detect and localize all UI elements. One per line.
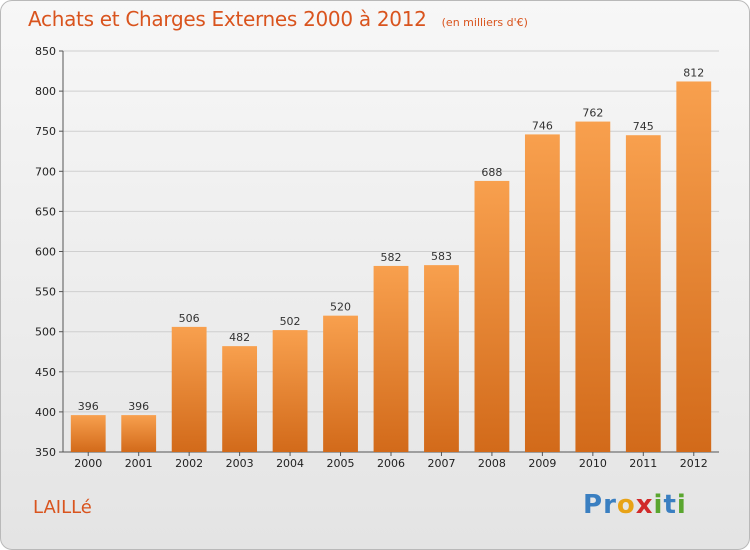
data-label-2010: 762	[582, 107, 603, 120]
x-tick-label-2003: 2003	[226, 457, 254, 470]
logo-letter: P	[583, 490, 604, 520]
y-tick-label: 350	[35, 446, 56, 459]
bar-2011	[625, 135, 661, 452]
logo-letter: t	[663, 490, 677, 520]
data-label-2011: 745	[633, 120, 654, 133]
x-tick-label-2004: 2004	[276, 457, 304, 470]
proxiti-logo: Proxiti	[583, 490, 687, 520]
logo-letter: i	[653, 490, 664, 520]
bar-2004	[272, 330, 308, 452]
x-tick-label-2008: 2008	[478, 457, 506, 470]
data-label-2001: 396	[128, 400, 149, 413]
bar-2009	[524, 134, 560, 452]
bar-2008	[474, 180, 510, 452]
data-label-2005: 520	[330, 301, 351, 314]
y-tick-label: 550	[35, 286, 56, 299]
y-tick-label: 850	[35, 45, 56, 58]
chart-subtitle: (en milliers d'€)	[441, 16, 528, 29]
bar-2006	[373, 265, 409, 452]
bar-2005	[323, 315, 358, 452]
x-tick-label-2005: 2005	[327, 457, 355, 470]
y-tick-label: 750	[35, 125, 56, 138]
logo-letter: x	[635, 490, 654, 520]
y-tick-label: 700	[35, 165, 56, 178]
bar-2007	[424, 265, 459, 452]
data-label-2000: 396	[78, 400, 99, 413]
y-tick-label: 500	[35, 326, 56, 339]
logo-letter: r	[603, 490, 617, 520]
data-label-2007: 583	[431, 250, 452, 263]
y-tick-label: 600	[35, 246, 56, 259]
commune-name: LAILLé	[33, 497, 92, 518]
bar-2003	[222, 346, 258, 452]
y-tick-label: 450	[35, 366, 56, 379]
data-label-2002: 506	[179, 312, 200, 325]
y-tick-label: 400	[35, 406, 56, 419]
chart-title: Achats et Charges Externes 2000 à 2012	[28, 7, 427, 31]
bar-2010	[575, 121, 611, 453]
data-label-2008: 688	[481, 166, 502, 179]
bar-2012	[676, 81, 712, 452]
data-label-2009: 746	[532, 119, 553, 132]
title-row: Achats et Charges Externes 2000 à 2012 (…	[28, 7, 528, 31]
data-label-2012: 812	[683, 66, 704, 79]
logo-letter: o	[616, 490, 636, 520]
x-tick-label-2007: 2007	[427, 457, 455, 470]
x-tick-label-2012: 2012	[680, 457, 708, 470]
bar-2000	[70, 415, 106, 452]
x-tick-label-2006: 2006	[377, 457, 405, 470]
y-tick-label: 650	[35, 205, 56, 218]
bar-2001	[121, 415, 157, 452]
bar-2002	[171, 326, 207, 452]
data-label-2003: 482	[229, 331, 250, 344]
y-tick-label: 800	[35, 85, 56, 98]
data-label-2004: 502	[280, 315, 301, 328]
x-tick-label-2000: 2000	[74, 457, 102, 470]
x-tick-label-2011: 2011	[629, 457, 657, 470]
logo-letter: i	[676, 490, 687, 520]
x-tick-label-2002: 2002	[175, 457, 203, 470]
x-tick-label-2009: 2009	[528, 457, 556, 470]
data-label-2006: 582	[381, 251, 402, 264]
bars: 396 396 506 482 502 520 582 583 688 746 762 745 812	[70, 66, 712, 453]
x-tick-label-2010: 2010	[579, 457, 607, 470]
x-tick-label-2001: 2001	[125, 457, 153, 470]
